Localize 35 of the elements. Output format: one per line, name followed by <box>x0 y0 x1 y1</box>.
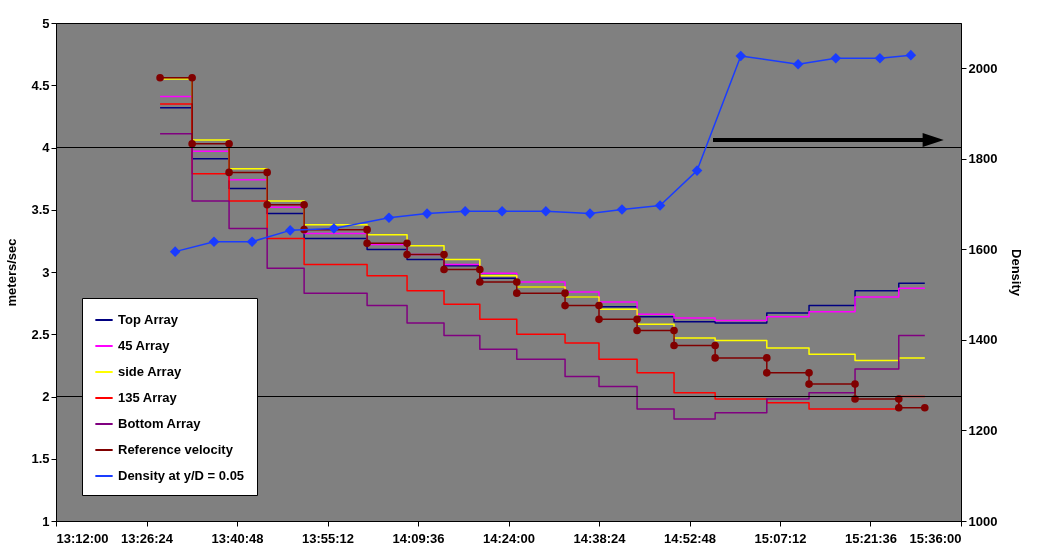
y2-tick-label: 1200 <box>968 422 998 438</box>
x-tick-label: 15:36:00 <box>909 530 962 546</box>
legend-label: Reference velocity <box>118 442 234 457</box>
x-tick-label: 14:38:24 <box>573 530 627 546</box>
legend-label: Bottom Array <box>118 416 202 431</box>
y2-tick-label: 2000 <box>968 60 998 76</box>
x-tick-label: 15:07:12 <box>754 530 807 546</box>
legend-label: Top Array <box>118 312 179 327</box>
y-tick-label: 5 <box>42 15 50 31</box>
y2-tick-label: 1800 <box>968 151 998 167</box>
y-tick-label: 1.5 <box>31 451 50 467</box>
x-tick-label: 14:52:48 <box>663 530 717 546</box>
y-tick-label: 4.5 <box>31 77 50 93</box>
y-tick-label: 2 <box>42 389 50 404</box>
legend-label: 45 Array <box>118 338 171 353</box>
x-tick-label: 13:12:00 <box>56 530 109 546</box>
legend-label: side Array <box>118 364 182 379</box>
legend-label: 135 Array <box>118 390 178 405</box>
x-tick-label: 14:24:00 <box>482 530 536 546</box>
y2-tick-label: 1400 <box>968 332 998 348</box>
x-tick-label: 13:55:12 <box>301 530 355 546</box>
y-tick-label: 3 <box>42 264 50 280</box>
legend-label: Density at y/D = 0.05 <box>118 468 245 483</box>
y2-axis-title: Density <box>1009 249 1025 297</box>
y-tick-label: 1 <box>42 513 50 529</box>
y2-tick-label: 1000 <box>968 513 998 529</box>
x-tick-label: 15:21:36 <box>844 530 898 546</box>
x-tick-label: 13:26:24 <box>120 530 174 546</box>
y-tick-label: 2.5 <box>31 326 50 342</box>
x-tick-label: 14:09:36 <box>392 530 445 546</box>
y-tick-label: 4 <box>42 140 51 155</box>
y2-tick-label: 1600 <box>968 241 998 257</box>
x-tick-label: 13:40:48 <box>211 530 264 546</box>
y-axis-title: meters/sec <box>4 238 20 307</box>
y-tick-label: 3.5 <box>31 202 50 218</box>
